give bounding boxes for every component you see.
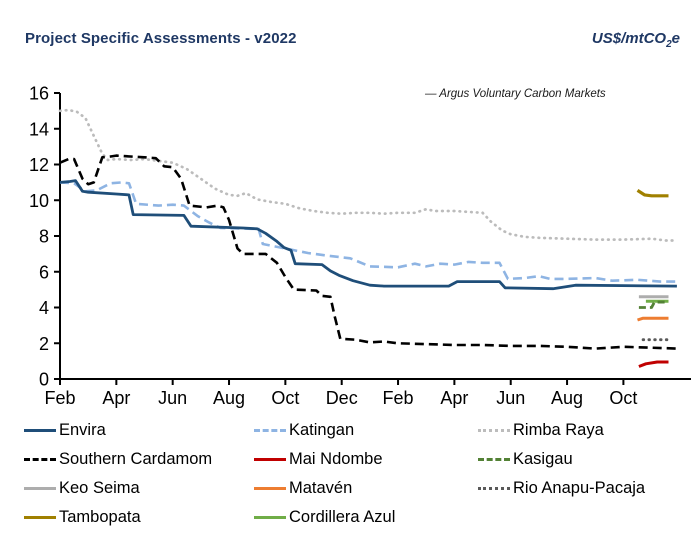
legend-swatch-icon bbox=[24, 516, 56, 519]
legend-item-mai-ndombe: Mai Ndombe bbox=[254, 450, 478, 469]
unit-subscript: 2 bbox=[666, 39, 672, 50]
unit-prefix: US$/mtCO bbox=[591, 30, 667, 47]
legend-label: Envira bbox=[59, 421, 106, 439]
series-line-matav-n bbox=[637, 316, 669, 322]
y-tick-label: 0 bbox=[39, 370, 49, 390]
x-tick-label: Feb bbox=[383, 388, 414, 408]
legend-label: Rio Anapu-Pacaja bbox=[513, 479, 646, 497]
x-tick-label: Feb bbox=[44, 388, 75, 408]
y-tick-label: 14 bbox=[29, 119, 49, 139]
legend-label: Kasigau bbox=[513, 450, 573, 468]
chart-svg: 0 2 4 6 8 10 12 14 16 Feb Apr Jun Aug Oct Dec Feb Apr Jun… bbox=[29, 84, 691, 408]
legend-label: Cordillera Azul bbox=[289, 508, 396, 526]
legend-swatch-icon bbox=[254, 516, 286, 519]
legend-swatch-icon bbox=[24, 487, 56, 490]
legend-item-rimba-raya: Rimba Raya bbox=[478, 421, 684, 440]
legend-label: Katingan bbox=[289, 421, 355, 439]
y-tick-label: 16 bbox=[29, 84, 49, 104]
line-chart: 0 2 4 6 8 10 12 14 16 Feb Apr Jun Aug Oct Dec Feb Apr Jun… bbox=[0, 74, 700, 412]
legend-swatch-icon bbox=[24, 429, 56, 432]
legend-swatch-icon bbox=[24, 458, 56, 461]
series-line-southern-cardamom bbox=[59, 154, 677, 350]
legend-item-matav-n: Matavén bbox=[254, 479, 478, 498]
series-line-katingan bbox=[59, 181, 677, 283]
legend-swatch-icon bbox=[254, 487, 286, 490]
legend-swatch-icon bbox=[478, 458, 510, 461]
x-tick-label: Apr bbox=[102, 388, 130, 408]
series-line-rimba-raya bbox=[58, 108, 679, 242]
y-tick-label: 4 bbox=[39, 298, 49, 318]
page-title: Project Specific Assessments - v2022 bbox=[25, 30, 297, 47]
series-line-tambopata bbox=[636, 189, 669, 198]
series-line-mai-ndombe bbox=[638, 360, 669, 368]
legend-label: Rimba Raya bbox=[513, 421, 604, 439]
chart-legend: Envira Katingan Rimba Raya Southern Cardamo… bbox=[24, 416, 684, 532]
x-tick-label: Oct bbox=[271, 388, 299, 408]
x-tick-label: Oct bbox=[609, 388, 637, 408]
y-tick-label: 6 bbox=[39, 262, 49, 282]
legend-label: Tambopata bbox=[59, 508, 141, 526]
legend-label: Keo Seima bbox=[59, 479, 140, 497]
legend-label: Southern Cardamom bbox=[59, 450, 213, 468]
legend-item-kasigau: Kasigau bbox=[478, 450, 684, 469]
legend-item-tambopata: Tambopata bbox=[24, 508, 254, 527]
legend-item-southern-cardamom: Southern Cardamom bbox=[24, 450, 254, 469]
x-tick-label: Aug bbox=[213, 388, 245, 408]
x-tick-label: Aug bbox=[551, 388, 583, 408]
legend-swatch-icon bbox=[478, 429, 510, 432]
chart-header: Project Specific Assessments - v2022 US$… bbox=[0, 0, 700, 50]
x-tick-label: Jun bbox=[496, 388, 525, 408]
y-tick-label: 2 bbox=[39, 334, 49, 354]
y-tick-label: 12 bbox=[29, 155, 49, 175]
series-line-envira bbox=[59, 179, 677, 291]
y-tick-label: 10 bbox=[29, 191, 49, 211]
legend-label: Mai Ndombe bbox=[289, 450, 383, 468]
legend-swatch-icon bbox=[254, 458, 286, 461]
legend-item-cordillera-azul: Cordillera Azul bbox=[254, 508, 478, 527]
legend-label: Matavén bbox=[289, 479, 353, 497]
legend-item-katingan: Katingan bbox=[254, 421, 478, 440]
series-line-kasigau bbox=[638, 300, 669, 309]
legend-item-envira: Envira bbox=[24, 421, 254, 440]
legend-item-keo-seima: Keo Seima bbox=[24, 479, 254, 498]
legend-swatch-icon bbox=[478, 487, 510, 490]
x-tick-label: Jun bbox=[158, 388, 187, 408]
source-annotation: — Argus Voluntary Carbon Markets bbox=[424, 88, 606, 100]
legend-swatch-icon bbox=[254, 429, 286, 432]
unit-suffix: e bbox=[671, 30, 680, 47]
legend-item-rio-anapu-pacaja: Rio Anapu-Pacaja bbox=[478, 479, 684, 498]
x-tick-label: Apr bbox=[440, 388, 468, 408]
y-tick-label: 8 bbox=[39, 227, 49, 247]
x-tick-label: Dec bbox=[326, 388, 358, 408]
unit-label: US$/mtCO2e bbox=[592, 30, 680, 50]
